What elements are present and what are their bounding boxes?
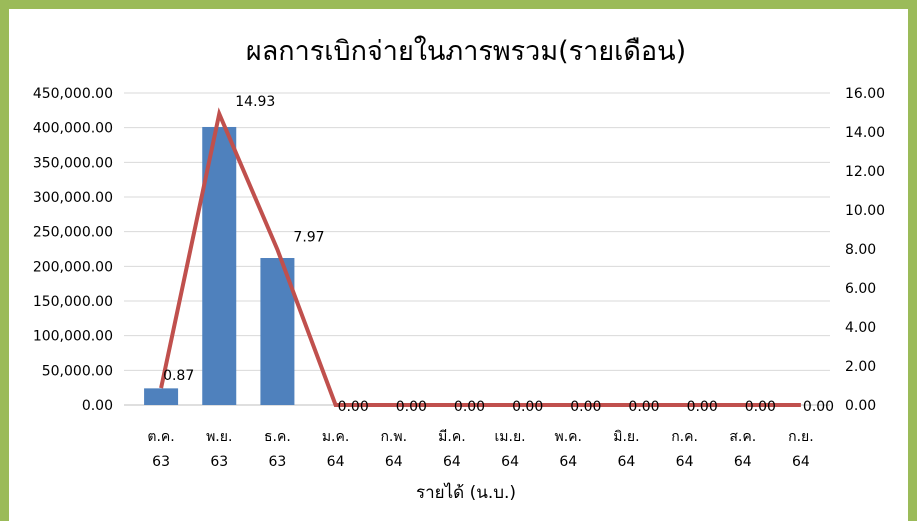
- left-tick-label: 350,000.00: [33, 155, 113, 171]
- category-year-label: 64: [385, 454, 403, 470]
- right-tick-label: 10.00: [845, 203, 885, 219]
- category-label: ก.ย.: [788, 429, 814, 445]
- right-tick-label: 12.00: [845, 164, 885, 180]
- left-tick-label: 200,000.00: [33, 259, 113, 275]
- line-series: 0.87 14.93 7.97 0.00 0.00 0.00 0.00 0.00 0.00 0.0…: [159, 94, 834, 415]
- category-label: ก.ค.: [671, 429, 698, 445]
- data-label: 0.00: [512, 399, 543, 415]
- chart-title: ผลการเบิกจ่ายในภารพรวม(รายเดือน): [246, 35, 686, 67]
- data-label: 14.93: [235, 94, 275, 110]
- data-label: 0.00: [454, 399, 485, 415]
- category-year-label: 64: [501, 454, 519, 470]
- category-year-label: 63: [210, 454, 228, 470]
- data-label: 0.00: [687, 399, 718, 415]
- left-tick-label: 300,000.00: [33, 190, 113, 206]
- data-label: 0.00: [745, 399, 776, 415]
- bar-series: [144, 126, 295, 406]
- left-tick-label: 400,000.00: [33, 121, 113, 137]
- bar: [144, 388, 179, 405]
- category-year-label: 63: [152, 454, 170, 470]
- right-tick-label: 14.00: [845, 125, 885, 141]
- series-line: [159, 107, 801, 407]
- left-tick-label: 50,000.00: [42, 363, 113, 379]
- right-tick-label: 0.00: [845, 398, 876, 414]
- data-label: 0.00: [396, 399, 427, 415]
- left-tick-label: 450,000.00: [33, 86, 113, 102]
- category-label: ก.พ.: [380, 429, 407, 445]
- data-label: 0.00: [338, 399, 369, 415]
- data-label: 0.00: [570, 399, 601, 415]
- right-tick-label: 6.00: [845, 281, 876, 297]
- category-label: เม.ย.: [495, 429, 526, 445]
- data-label: 0.00: [628, 399, 659, 415]
- x-axis-label: รายได้ (น.บ.): [416, 482, 516, 503]
- left-tick-label: 250,000.00: [33, 225, 113, 241]
- left-axis-ticks: 0.00 50,000.00 100,000.00 150,000.00 200,000…: [33, 86, 113, 414]
- category-label: มี.ค.: [438, 429, 466, 445]
- category-label: ธ.ค.: [264, 429, 291, 445]
- category-label: ม.ค.: [322, 429, 350, 445]
- category-label: พ.ย.: [206, 429, 232, 445]
- right-tick-label: 8.00: [845, 242, 876, 258]
- category-label: มิ.ย.: [613, 429, 639, 445]
- data-label: 0.00: [803, 399, 834, 415]
- category-year-label: 64: [734, 454, 752, 470]
- category-year-label: 64: [559, 454, 577, 470]
- category-year-label: 64: [676, 454, 694, 470]
- category-label: พ.ค.: [555, 429, 583, 445]
- right-tick-label: 4.00: [845, 320, 876, 336]
- right-axis-ticks: 0.00 2.00 4.00 6.00 8.00 10.00 12.00 14.00 16.00: [845, 86, 885, 414]
- category-labels: ต.ค. 63 พ.ย. 63 ธ.ค. 63 ม.ค. 64 ก.พ. 64 มี.ค. 64 เม.…: [147, 429, 813, 470]
- data-label: 0.87: [163, 368, 194, 384]
- right-tick-label: 2.00: [845, 359, 876, 375]
- category-year-label: 64: [443, 454, 461, 470]
- category-year-label: 64: [792, 454, 810, 470]
- left-tick-label: 150,000.00: [33, 294, 113, 310]
- left-tick-label: 0.00: [82, 398, 113, 414]
- right-tick-label: 16.00: [845, 86, 885, 102]
- left-tick-label: 100,000.00: [33, 329, 113, 345]
- category-label: ต.ค.: [147, 429, 174, 445]
- category-label: ส.ค.: [729, 429, 756, 445]
- category-year-label: 63: [269, 454, 287, 470]
- category-year-label: 64: [327, 454, 345, 470]
- data-label: 7.97: [293, 230, 324, 246]
- category-year-label: 64: [618, 454, 636, 470]
